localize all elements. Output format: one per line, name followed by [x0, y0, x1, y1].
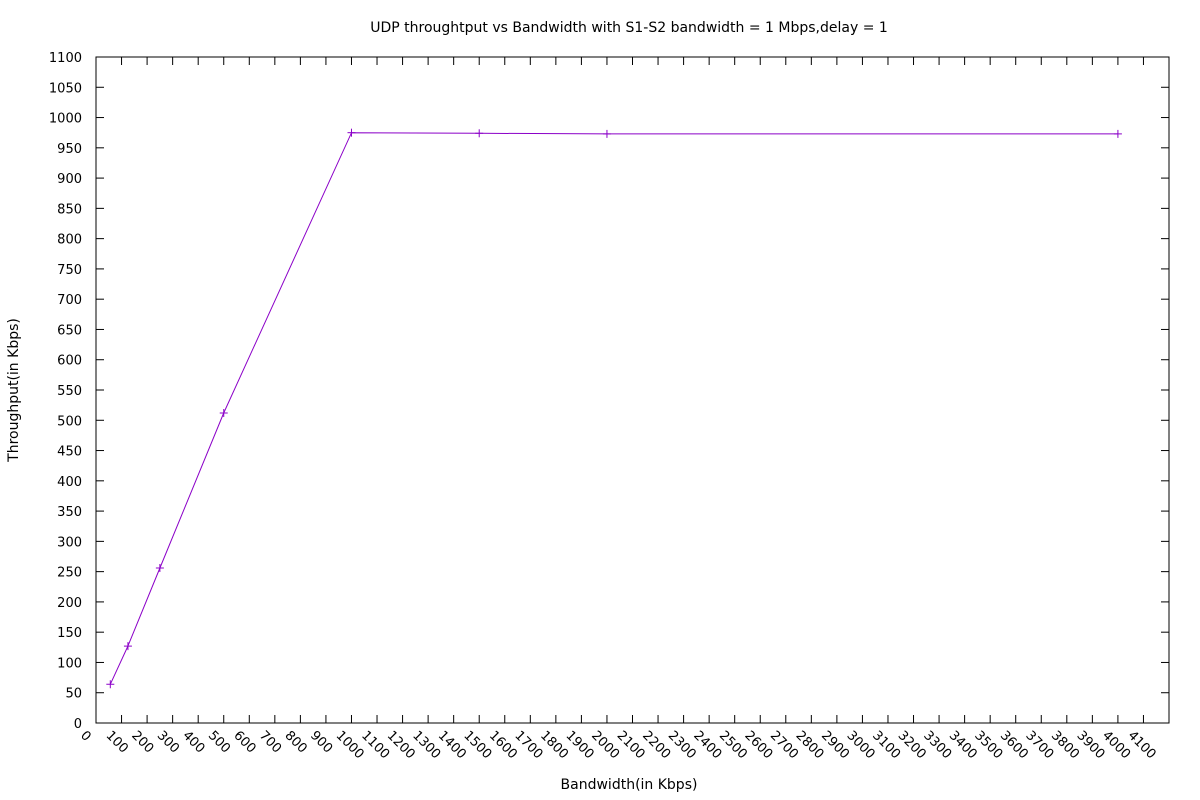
- y-tick-label: 600: [57, 354, 82, 369]
- x-tick-label: 3600: [997, 728, 1031, 762]
- y-tick-label: 750: [57, 263, 82, 278]
- x-axis-ticks: 0 100200300400500600700800900100011001200…: [77, 57, 1159, 762]
- x-tick-label: 1600: [486, 728, 520, 762]
- x-tick-label: 3300: [920, 728, 954, 762]
- y-tick-label: 0: [74, 717, 82, 732]
- x-tick-label: 900: [307, 728, 335, 756]
- data-point-marker: [219, 409, 228, 418]
- y-tick-label: 550: [57, 384, 82, 399]
- x-tick-label: 2600: [741, 728, 775, 762]
- x-tick-label: 3800: [1048, 728, 1082, 762]
- x-tick-label: 1500: [460, 728, 494, 762]
- x-axis-label: Bandwidth(in Kbps): [561, 777, 698, 793]
- data-point-marker: [347, 128, 356, 137]
- y-tick-label: 400: [57, 475, 82, 490]
- x-tick-label: 2400: [690, 728, 724, 762]
- x-tick-label: 600: [230, 728, 258, 756]
- y-tick-label: 1000: [49, 112, 82, 127]
- y-tick-label: 450: [57, 445, 82, 460]
- y-tick-label: 250: [57, 566, 82, 581]
- data-point-marker: [123, 642, 132, 651]
- x-tick-label: 2700: [767, 728, 801, 762]
- x-tick-label: 1300: [409, 728, 443, 762]
- data-point-marker: [475, 129, 484, 138]
- chart-title: UDP throughtput vs Bandwidth with S1-S2 …: [370, 20, 888, 36]
- y-tick-label: 850: [57, 202, 82, 217]
- plot-area-frame: [95, 56, 1170, 724]
- y-tick-label: 150: [57, 626, 82, 641]
- x-tick-label: 700: [256, 728, 284, 756]
- x-tick-label: 2500: [716, 728, 750, 762]
- y-tick-label: 700: [57, 293, 82, 308]
- y-tick-label: 500: [57, 414, 82, 429]
- x-tick-label: 2800: [793, 728, 827, 762]
- x-tick-label: 2200: [639, 728, 673, 762]
- x-tick-label: 3700: [1022, 728, 1056, 762]
- x-tick-label: 2300: [665, 728, 699, 762]
- y-tick-label: 200: [57, 596, 82, 611]
- x-tick-label: 3900: [1074, 728, 1108, 762]
- x-tick-label: 3000: [844, 728, 878, 762]
- y-tick-label: 1100: [49, 51, 82, 66]
- y-axis-ticks: 0 50 100 150 200 250 300 350 400 450 500 550 600 650 7…: [49, 51, 1169, 732]
- x-tick-label: 1000: [333, 728, 367, 762]
- x-tick-label: 2100: [614, 728, 648, 762]
- y-tick-label: 950: [57, 142, 82, 157]
- x-tick-label: 1700: [511, 728, 545, 762]
- x-tick-label: 800: [282, 728, 310, 756]
- y-tick-label: 1050: [49, 81, 82, 96]
- x-tick-label: 2900: [818, 728, 852, 762]
- x-tick-label: 1900: [563, 728, 597, 762]
- x-tick-label: 1100: [358, 728, 392, 762]
- y-tick-label: 350: [57, 505, 82, 520]
- y-axis-label: Throughput(in Kbps): [6, 318, 22, 463]
- series-layer: [106, 128, 1122, 689]
- x-tick-label: 100: [103, 728, 131, 756]
- y-tick-label: 300: [57, 535, 82, 550]
- x-tick-label: 400: [179, 728, 207, 756]
- x-tick-label: 2000: [588, 728, 622, 762]
- x-tick-label: 3500: [971, 728, 1005, 762]
- x-tick-label: 3400: [946, 728, 980, 762]
- y-tick-label: 900: [57, 172, 82, 187]
- x-tick-label: 300: [154, 728, 182, 756]
- x-tick-label: 1400: [435, 728, 469, 762]
- data-point-marker: [1113, 129, 1122, 138]
- x-tick-label: 1800: [537, 728, 571, 762]
- x-tick-label: 4000: [1099, 728, 1133, 762]
- y-tick-label: 650: [57, 323, 82, 338]
- x-tick-label: 3200: [895, 728, 929, 762]
- data-point-marker: [155, 564, 164, 573]
- x-tick-label: 1200: [384, 728, 418, 762]
- x-tick-label: 200: [128, 728, 156, 756]
- x-tick-label: 4100: [1125, 728, 1159, 762]
- y-tick-label: 100: [57, 656, 82, 671]
- series-line: [109, 132, 1118, 685]
- data-point-marker: [106, 680, 115, 689]
- data-point-marker: [602, 129, 611, 138]
- y-tick-label: 800: [57, 233, 82, 248]
- x-tick-label: 500: [205, 728, 233, 756]
- x-tick-label: 3100: [869, 728, 903, 762]
- y-tick-label: 50: [65, 687, 82, 702]
